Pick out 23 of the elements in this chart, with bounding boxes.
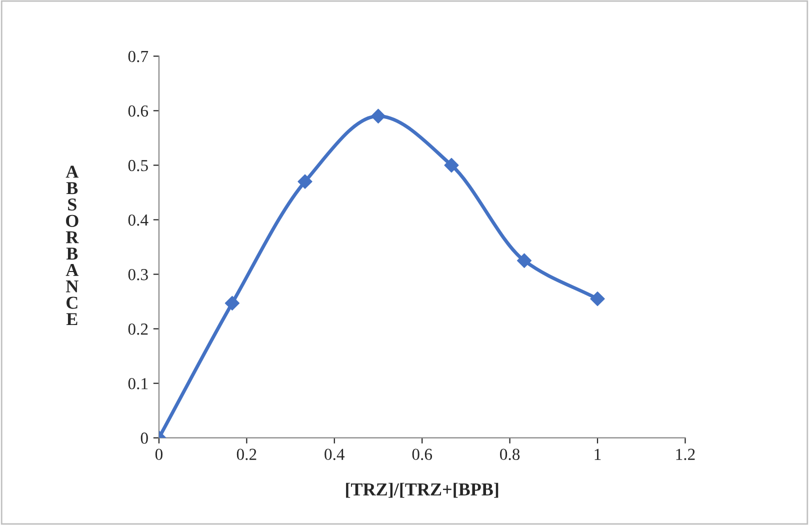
y-tick-label: 0.7 bbox=[128, 50, 148, 62]
y-tick-label: 0.5 bbox=[128, 160, 148, 172]
y-tick-label: 0.2 bbox=[128, 324, 148, 335]
x-axis-title: [TRZ]/[TRZ+[BPB] bbox=[346, 482, 498, 498]
y-tick-label: 0.6 bbox=[128, 105, 148, 117]
y-tick-label: 0.3 bbox=[128, 268, 148, 280]
point bbox=[370, 108, 386, 124]
point bbox=[516, 253, 532, 268]
x-tick-label: 0.2 bbox=[236, 448, 256, 460]
x-tick-label: 1 bbox=[594, 448, 601, 460]
point bbox=[590, 291, 605, 306]
x-tick-label: 0 bbox=[155, 448, 162, 460]
point bbox=[298, 174, 312, 189]
y-tick-label: 0 bbox=[140, 432, 148, 444]
x-tick-label: 0.4 bbox=[324, 448, 345, 460]
x-tick-label: 0.6 bbox=[412, 448, 432, 460]
point bbox=[224, 296, 240, 311]
x-tick-label: 0.8 bbox=[500, 448, 520, 460]
point bbox=[444, 158, 459, 173]
y-tick-label: 0.4 bbox=[128, 214, 148, 226]
text: ABSORBANCE bbox=[66, 166, 79, 326]
x-tick-label: 1.2 bbox=[676, 448, 695, 460]
y-tick-label: 0.1 bbox=[128, 378, 148, 390]
